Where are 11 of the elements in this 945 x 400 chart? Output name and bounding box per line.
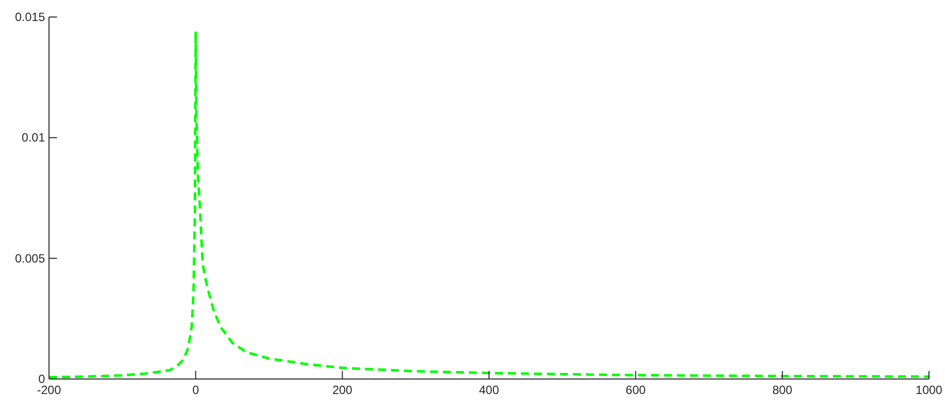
y-tick-label: 0.015	[14, 10, 46, 24]
x-tick-label: 800	[772, 383, 793, 397]
x-tick-label: 600	[626, 383, 646, 397]
x-tick-label: 1000	[916, 383, 943, 397]
y-tick-label: 0.01	[22, 130, 46, 145]
y-tick-label: 0	[38, 372, 46, 386]
y-tick-label: 0.005	[14, 251, 46, 266]
x-tick-label: 400	[478, 383, 500, 397]
x-tick-label: 200	[332, 383, 353, 397]
x-tick-label: 0	[192, 383, 200, 397]
x-tick-label: -200	[36, 383, 62, 397]
